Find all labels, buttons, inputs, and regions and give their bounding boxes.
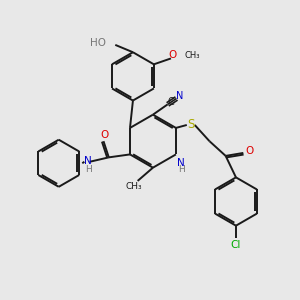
Text: H: H: [178, 165, 184, 174]
Text: H: H: [85, 165, 92, 174]
Text: N: N: [84, 156, 92, 166]
Text: CH₃: CH₃: [184, 51, 200, 60]
Text: HO: HO: [90, 38, 106, 47]
Text: S: S: [187, 118, 194, 131]
Text: N: N: [176, 92, 183, 101]
Text: O: O: [246, 146, 254, 157]
Text: CH₃: CH₃: [126, 182, 142, 191]
Text: C: C: [167, 97, 174, 107]
Text: Cl: Cl: [231, 240, 241, 250]
Text: O: O: [100, 130, 109, 140]
Text: N: N: [177, 158, 185, 168]
Text: O: O: [169, 50, 177, 61]
